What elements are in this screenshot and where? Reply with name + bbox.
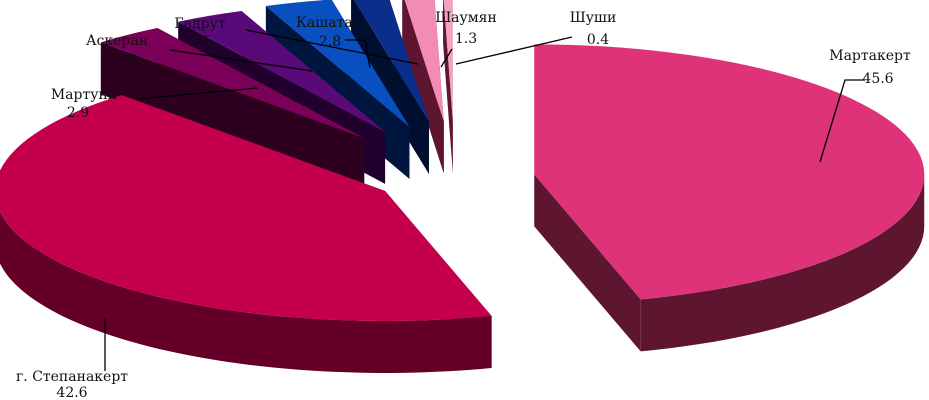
slice-outer-wall-1 bbox=[0, 211, 492, 373]
slice-label-3: Аскеран bbox=[86, 33, 148, 49]
leader-line-7 bbox=[455, 36, 573, 65]
slice-wall-6-0 bbox=[402, 0, 444, 174]
leader-line-3 bbox=[169, 49, 313, 72]
slice-label-6: Шаумян bbox=[435, 10, 497, 26]
slice-0 bbox=[534, 44, 925, 352]
slice-1 bbox=[0, 95, 492, 373]
slice-label-4: Кашатаг bbox=[296, 15, 360, 31]
slice-top-4 bbox=[265, 0, 410, 127]
slice-value-2: 2.9 bbox=[67, 105, 89, 121]
leader-line-4 bbox=[345, 39, 371, 69]
leader-line-2 bbox=[136, 87, 259, 100]
slice-value-4: 2.8 bbox=[319, 34, 341, 50]
slice-wall-5-0 bbox=[351, 0, 429, 175]
slice-value-7: 0.4 bbox=[587, 32, 609, 48]
slice-value-0: 45.6 bbox=[862, 71, 893, 87]
slice-top-6 bbox=[404, 0, 444, 122]
slice-value-5: 1.5 bbox=[189, 34, 211, 50]
slice-label-1: г. Степанакерт bbox=[16, 369, 128, 385]
slice-label-7: Шуши bbox=[570, 10, 617, 26]
slice-label-5: Гадрут bbox=[174, 16, 225, 32]
slice-wall-7-0 bbox=[443, 0, 453, 174]
slice-top-5 bbox=[354, 0, 429, 123]
slice-top-2 bbox=[100, 28, 365, 139]
slice-top-3 bbox=[178, 11, 386, 132]
slice-value-1: 42.6 bbox=[56, 385, 87, 400]
slice-top-0 bbox=[534, 44, 925, 300]
slice-top-7 bbox=[443, 0, 453, 122]
slice-wall-0-1 bbox=[534, 174, 641, 352]
slice-outer-wall-0 bbox=[640, 174, 925, 352]
slice-2 bbox=[100, 28, 365, 191]
slice-value-6: 1.3 bbox=[455, 31, 477, 47]
leader-line-0 bbox=[819, 79, 865, 163]
leader-line-5 bbox=[245, 29, 419, 65]
slice-label-0: Мартакерт bbox=[829, 48, 911, 64]
leader-lines bbox=[104, 29, 865, 371]
slice-top-1 bbox=[0, 95, 492, 321]
slice-label-2: Мартуни bbox=[51, 87, 117, 103]
slices-layer bbox=[0, 0, 925, 373]
slice-5 bbox=[351, 0, 429, 175]
slice-value-3: 2.9 bbox=[115, 52, 137, 68]
slice-6 bbox=[402, 0, 444, 174]
slice-7 bbox=[443, 0, 453, 174]
leader-line-6 bbox=[440, 48, 453, 68]
